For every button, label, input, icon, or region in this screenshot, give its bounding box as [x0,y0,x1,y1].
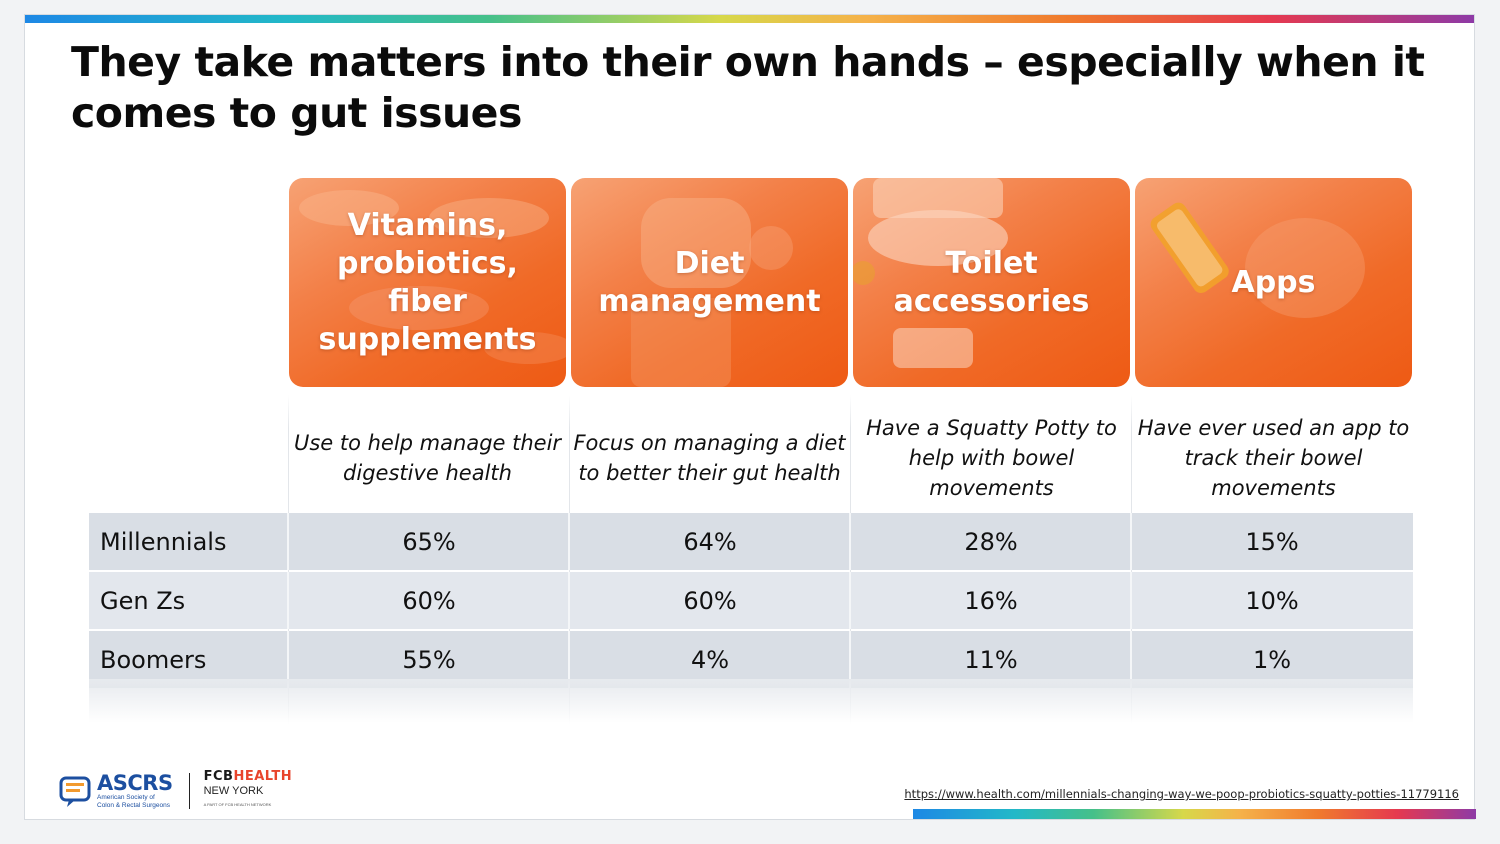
phone-photo-icon [1150,202,1365,318]
fcb-text: FCB [203,769,234,784]
table-row-gen-zs: Gen Zs 60% 60% 16% 10% [89,572,1413,629]
ascrs-logo-icon [59,776,91,807]
bottom-rainbow-bar [913,809,1476,819]
table-cell: 65% [402,527,456,556]
row-label: Gen Zs [100,586,186,615]
row-label: Millennials [100,527,227,556]
table-cell: 16% [964,586,1018,615]
table-cell: 64% [683,527,737,556]
table-fade [89,679,1413,723]
slide: They take matters into their own hands –… [24,14,1476,820]
toilet-photo-icon [853,178,1008,368]
table-row-boomers: Boomers 55% 4% 11% 1% [89,631,1413,688]
row-label: Boomers [100,645,207,674]
fh-city: NEW YORK [203,785,264,797]
table-cell: 15% [1245,527,1299,556]
fcb-health-logo: FCBHEALTH NEW YORK A PART OF FCB HEALTH … [204,770,293,812]
table-cell: 4% [690,645,730,674]
category-description: Have a Squatty Potty to help with bowel … [866,416,1117,500]
card-label: Toilet accessories [893,245,1090,319]
table-cell: 10% [1245,586,1299,615]
category-card-apps: Apps [1135,178,1412,387]
ascrs-logo: ASCRS American Society of Colon & Rectal… [97,772,173,810]
health-text: HEALTH [233,769,293,784]
pills-photo-icon [299,190,566,364]
ascrs-name: ASCRS [97,771,173,795]
table-cell: 60% [683,586,737,615]
category-description: Have ever used an app to track their bow… [1137,416,1410,500]
table-cell: 11% [964,645,1018,674]
footer-logos: ASCRS American Society of Colon & Rectal… [59,769,292,813]
top-rainbow-bar [25,15,1474,23]
table-row-millennials: Millennials 65% 64% 28% 15% [89,513,1413,570]
logo-divider [188,773,190,809]
ascrs-subtitle: American Society of [97,794,155,801]
category-card-diet: Diet management [571,178,848,387]
table-cell: 60% [402,586,456,615]
table-cell: 28% [964,527,1018,556]
source-link[interactable]: https://www.health.com/millennials-chang… [904,787,1459,801]
page-title: They take matters into their own hands –… [71,38,1425,137]
card-label: Apps [1231,264,1316,300]
category-card-toilet: Toilet accessories [853,178,1130,387]
ascrs-subtitle: Colon & Rectal Surgeons [97,802,170,809]
table-cell: 55% [402,645,456,674]
card-label: Diet management [598,245,821,319]
category-card-supplements: Vitamins, probiotics, fiber supplements [289,178,566,387]
diet-photo-icon [631,198,793,387]
table-cell: 1% [1252,645,1292,674]
category-description: Focus on managing a diet to better their… [573,431,846,485]
fh-tagline: A PART OF FCB HEALTH NETWORK [203,802,272,807]
category-description: Use to help manage their digestive healt… [293,431,562,485]
card-label: Vitamins, probiotics, fiber supplements [318,207,537,357]
